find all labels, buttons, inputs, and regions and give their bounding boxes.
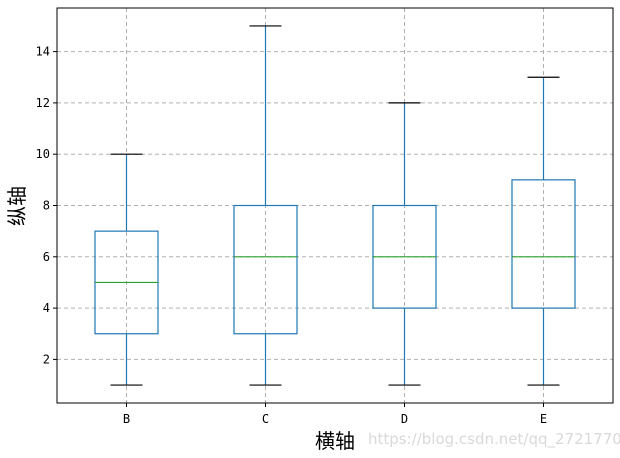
y-tick-label: 4 <box>43 301 50 315</box>
x-axis-label: 横轴 <box>315 429 355 453</box>
y-ticks: 2 4 6 8 10 12 14 <box>36 45 57 366</box>
x-tick-label: C <box>262 412 269 426</box>
y-axis-label: 纵轴 <box>5 186 29 226</box>
y-tick-label: 12 <box>36 96 50 110</box>
box-B <box>94 153 159 386</box>
watermark-text: https://blog.csdn.net/qq_27217709 <box>368 430 620 448</box>
box-layer <box>94 25 576 386</box>
y-tick-label: 8 <box>43 199 50 213</box>
x-tick-label: D <box>401 412 408 426</box>
y-tick-label: 14 <box>36 45 50 59</box>
x-tick-label: B <box>123 412 130 426</box>
box-D <box>372 102 437 386</box>
box-C <box>233 25 298 386</box>
grid-lines <box>57 8 613 403</box>
x-ticks: B C D E <box>123 403 547 426</box>
box-E <box>511 76 576 386</box>
box-iqr <box>511 179 576 309</box>
y-tick-label: 6 <box>43 250 50 264</box>
y-tick-label: 2 <box>43 352 50 366</box>
x-tick-label: E <box>540 412 547 426</box>
y-tick-label: 10 <box>36 147 50 161</box>
box-iqr <box>233 204 298 335</box>
